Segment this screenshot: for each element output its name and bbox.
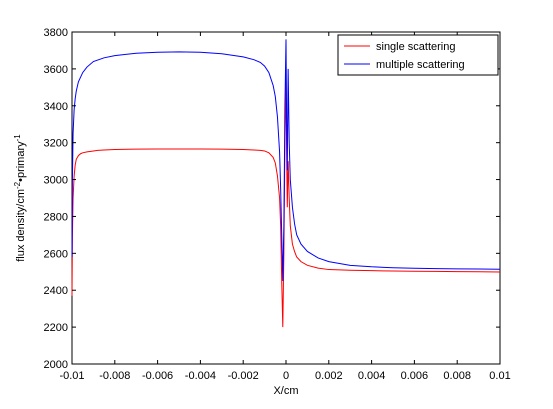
- series-line-1: [71, 39, 501, 282]
- legend-label-0: single scattering: [376, 41, 456, 53]
- y-axis-title-base: flux density/cm: [15, 189, 27, 262]
- y-tick-label: 3200: [44, 138, 68, 150]
- y-tick-label: 2400: [44, 285, 68, 297]
- x-axis-title: X/cm: [273, 385, 298, 397]
- x-tick-label: 0.008: [443, 370, 471, 382]
- x-tick-label: 0.002: [315, 370, 343, 382]
- x-tick-label: -0.01: [59, 370, 84, 382]
- y-axis-title-mid: •primary: [15, 141, 27, 182]
- y-tick-label: 2000: [44, 359, 68, 371]
- x-tick-label: 0.01: [489, 370, 510, 382]
- y-tick-label: 2800: [44, 211, 68, 223]
- series-line-0: [71, 78, 501, 328]
- x-tick-label: 0.004: [358, 370, 386, 382]
- x-tick-label: 0: [283, 370, 289, 382]
- y-axis-title-exp1: -2: [13, 181, 22, 189]
- y-tick-label: 3800: [44, 27, 68, 39]
- y-tick-label: 3000: [44, 175, 68, 187]
- x-tick-label: -0.004: [185, 370, 216, 382]
- ticks-layer: -0.01 -0.008 -0.006 -0.004 -0.002 0 0.002 0.004…: [44, 27, 511, 382]
- y-tick-label: 2600: [44, 248, 68, 260]
- legend: single scattering multiple scattering: [337, 34, 499, 76]
- legend-box: [337, 34, 499, 76]
- x-tick-label: -0.006: [142, 370, 173, 382]
- legend-label-1: multiple scattering: [376, 59, 465, 71]
- y-tick-label: 2200: [44, 322, 68, 334]
- y-axis-title-exp2: -1: [13, 134, 22, 142]
- x-tick-label: -0.008: [99, 370, 130, 382]
- series-layer: [71, 39, 501, 328]
- x-tick-label: -0.002: [228, 370, 259, 382]
- x-tick-label: 0.006: [401, 370, 429, 382]
- y-tick-label: 3400: [44, 101, 68, 113]
- y-axis-title: flux density/cm-2•primary-1: [13, 134, 28, 262]
- y-tick-label: 3600: [44, 64, 68, 76]
